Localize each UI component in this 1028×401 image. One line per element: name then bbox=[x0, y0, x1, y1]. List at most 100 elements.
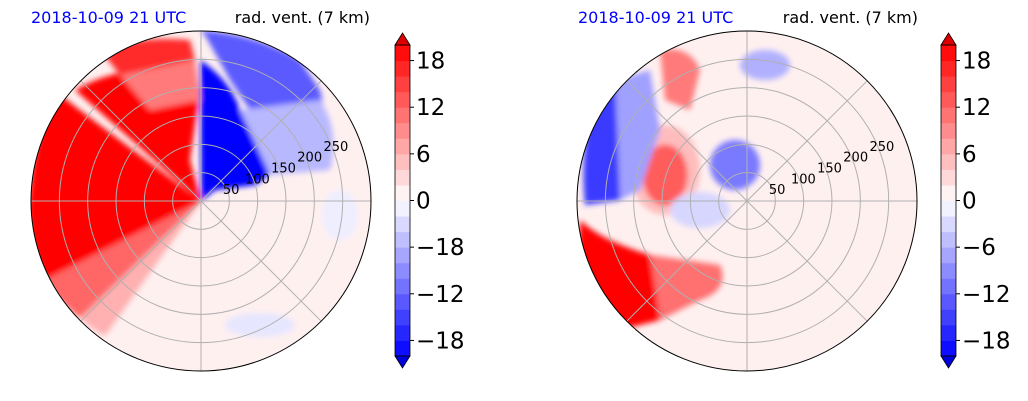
angular-gridline bbox=[80, 80, 202, 202]
angular-gridline bbox=[200, 80, 322, 202]
panel-right-title-field: rad. vent. (7 km) bbox=[783, 8, 918, 27]
radial-tick-label: 250 bbox=[323, 140, 348, 155]
colorbar-level bbox=[395, 76, 410, 93]
colorbar-tick-label: 18 bbox=[962, 49, 991, 75]
colorbar-level bbox=[395, 153, 410, 170]
colorbar-level bbox=[941, 278, 956, 295]
colorbar-level bbox=[395, 138, 410, 155]
colorbar-level bbox=[395, 91, 410, 108]
left-negative-weak2 bbox=[322, 190, 358, 240]
colorbar-level bbox=[941, 309, 956, 326]
colorbar-level bbox=[941, 184, 956, 201]
panel-right-title-time: 2018-10-09 21 UTC bbox=[578, 8, 733, 27]
panel-left-grid bbox=[31, 31, 371, 371]
colorbar-level bbox=[395, 216, 410, 233]
colorbar-level bbox=[941, 76, 956, 93]
colorbar-level bbox=[395, 340, 410, 357]
right-negative-cluster bbox=[710, 140, 760, 190]
radial-tick-label: 150 bbox=[817, 161, 842, 176]
panel-left: 2018-10-09 21 UTC rad. vent. (7 km) bbox=[30, 8, 372, 372]
colorbar-level bbox=[941, 231, 956, 248]
colorbar-tick-label: 12 bbox=[416, 95, 445, 121]
colorbar-tick-label: −18 bbox=[416, 328, 465, 354]
colorbar-level bbox=[395, 200, 410, 217]
colorbar-level bbox=[941, 60, 956, 77]
panel-right-grid bbox=[577, 31, 917, 371]
colorbar-level bbox=[395, 247, 410, 264]
colorbar-tick-label: 6 bbox=[962, 142, 977, 168]
colorbar-level bbox=[395, 309, 410, 326]
colorbar-tick-label: −12 bbox=[962, 282, 1011, 308]
left-positive-fade2 bbox=[80, 201, 201, 336]
angular-gridline bbox=[626, 200, 748, 322]
angular-gridline bbox=[200, 200, 322, 322]
colorbar-tick-label: −18 bbox=[416, 235, 465, 261]
colorbar-level bbox=[395, 107, 410, 124]
radial-tick-label: 150 bbox=[271, 161, 296, 176]
colorbar-tick-label: −12 bbox=[416, 282, 465, 308]
left-negative-light bbox=[240, 100, 334, 175]
colorbar-left: 18 12 6 0 −18 −12 −18 bbox=[394, 32, 465, 369]
colorbar-tick-label: 6 bbox=[416, 142, 431, 168]
colorbar-tick-label: 18 bbox=[416, 49, 445, 75]
panel-left-frame bbox=[30, 30, 372, 372]
colorbar-tick-label: 0 bbox=[416, 189, 431, 215]
radial-tick-label: 50 bbox=[223, 183, 240, 198]
colorbar-extend-max bbox=[394, 32, 411, 46]
panel-right-frame bbox=[576, 30, 918, 372]
radial-tick-label: 100 bbox=[791, 172, 816, 187]
angular-gridline bbox=[626, 80, 748, 202]
left-positive-core bbox=[31, 95, 201, 280]
colorbar-level bbox=[941, 153, 956, 170]
right-positive-north bbox=[660, 49, 700, 110]
colorbar-level bbox=[941, 107, 956, 124]
colorbar-level bbox=[941, 247, 956, 264]
colorbar-level bbox=[941, 216, 956, 233]
colorbar-level bbox=[941, 45, 956, 62]
colorbar-level bbox=[395, 293, 410, 310]
colorbar-level bbox=[941, 91, 956, 108]
colorbar-level bbox=[395, 60, 410, 77]
colorbar-level bbox=[941, 340, 956, 357]
colorbar-right: 18 12 6 0 −6 −12 −18 bbox=[940, 32, 1011, 369]
radial-tick-label: 200 bbox=[843, 151, 868, 166]
colorbar-level bbox=[941, 324, 956, 341]
colorbar-level bbox=[941, 293, 956, 310]
colorbar-level bbox=[395, 231, 410, 248]
colorbar-level bbox=[395, 262, 410, 279]
left-positive-north2 bbox=[120, 60, 200, 110]
colorbar-tick-label: 0 bbox=[962, 189, 977, 215]
right-negative-weak bbox=[670, 192, 730, 228]
colorbar-level bbox=[941, 200, 956, 217]
colorbar-tick-label: −18 bbox=[962, 328, 1011, 354]
panel-left-title-time: 2018-10-09 21 UTC bbox=[31, 8, 186, 27]
colorbar-level bbox=[941, 122, 956, 139]
radial-tick-label: 200 bbox=[297, 151, 322, 166]
left-positive-fade bbox=[45, 201, 201, 318]
colorbar-level bbox=[941, 169, 956, 186]
colorbar-extend-min bbox=[394, 355, 411, 369]
colorbar-level bbox=[395, 169, 410, 186]
panel-left-title-field: rad. vent. (7 km) bbox=[235, 8, 370, 27]
colorbar-level bbox=[395, 324, 410, 341]
colorbar-tick-label: 12 bbox=[962, 95, 991, 121]
angular-gridline bbox=[80, 200, 202, 322]
colorbar-level bbox=[941, 262, 956, 279]
colorbar-tick-label: −6 bbox=[962, 235, 996, 261]
colorbar-level bbox=[395, 122, 410, 139]
colorbar-level bbox=[941, 138, 956, 155]
colorbar-level bbox=[395, 184, 410, 201]
right-negative-north bbox=[740, 50, 790, 80]
radial-tick-label: 100 bbox=[245, 172, 270, 187]
left-negative-weak bbox=[225, 313, 295, 337]
colorbar-extend-min bbox=[940, 355, 957, 369]
panel-right: 2018-10-09 21 UTC rad. vent. (7 km) bbox=[576, 8, 918, 372]
angular-gridline bbox=[746, 200, 868, 322]
right-positive-band-fade bbox=[650, 255, 723, 320]
colorbar-level bbox=[395, 278, 410, 295]
radial-tick-label: 50 bbox=[769, 183, 786, 198]
radial-tick-label: 250 bbox=[869, 140, 894, 155]
